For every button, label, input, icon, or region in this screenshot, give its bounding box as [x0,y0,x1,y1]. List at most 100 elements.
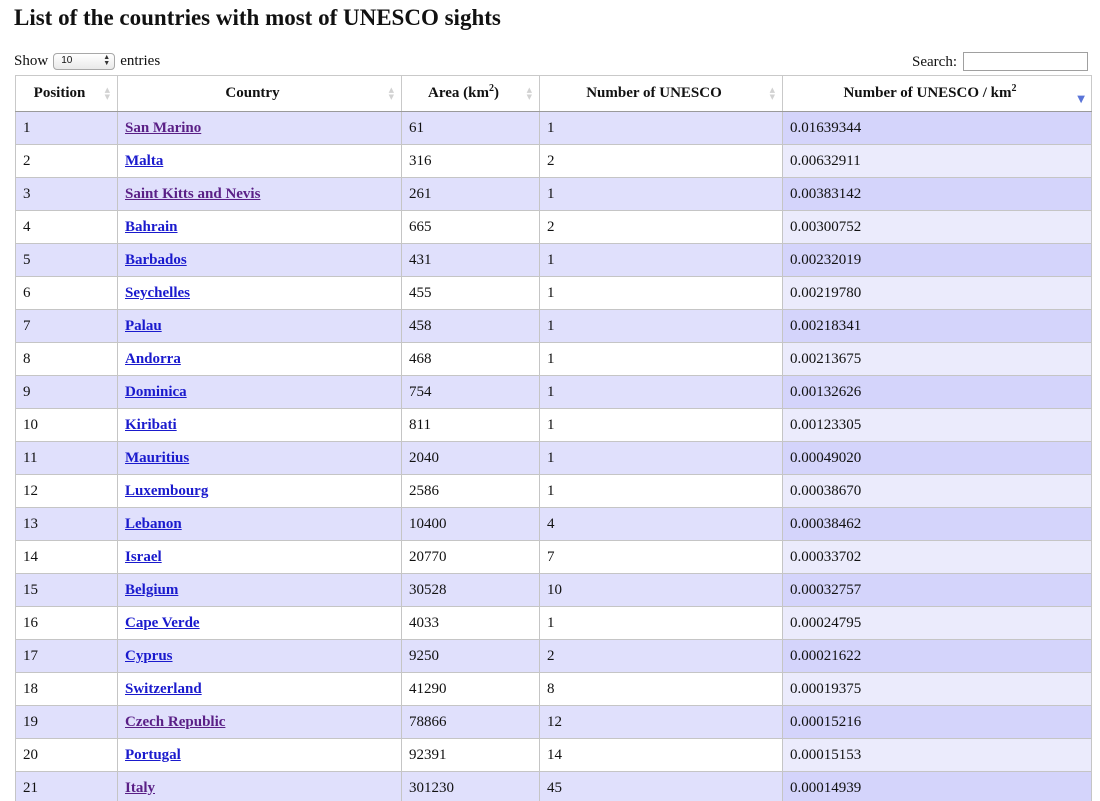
cell-unesco-count: 1 [539,441,783,475]
column-header-label: Number of UNESCO / km2 [843,83,1017,102]
cell-country: Cyprus [117,639,402,673]
table-row: 1 San Marino 61 1 0.01639344 [15,111,1092,145]
cell-unesco-density: 0.00213675 [782,342,1092,376]
country-link[interactable]: Luxembourg [125,482,209,499]
country-link[interactable]: Portugal [125,746,181,763]
table-body: 1 San Marino 61 1 0.01639344 2 Malta 316 2 0.0063… [15,111,1092,801]
sort-both-icon: ▲ ▼ [769,85,775,101]
show-label: Show [14,53,49,69]
country-link[interactable]: Czech Republic [125,713,226,730]
table-row: 18 Switzerland 41290 8 0.00019375 [15,672,1092,706]
search-input[interactable] [963,52,1088,71]
cell-unesco-count: 12 [539,705,783,739]
column-header-label: Country [225,85,280,101]
cell-position: 16 [15,606,118,640]
sort-both-icon: ▲ ▼ [526,85,532,101]
country-link[interactable]: Andorra [125,350,181,367]
column-header-area[interactable]: Area (km2) ▲ ▼ [401,75,540,112]
country-link[interactable]: Mauritius [125,449,190,466]
cell-unesco-density: 0.00218341 [782,309,1092,343]
cell-unesco-density: 0.00019375 [782,672,1092,706]
country-link[interactable]: Seychelles [125,284,190,301]
table-row: 20 Portugal 92391 14 0.00015153 [15,738,1092,772]
cell-area: 431 [401,243,540,277]
country-link[interactable]: Dominica [125,383,187,400]
cell-area: 665 [401,210,540,244]
country-link[interactable]: Italy [125,779,155,796]
cell-country: Luxembourg [117,474,402,508]
cell-unesco-count: 1 [539,243,783,277]
table-header-row: Position ▲ ▼ Country ▲ ▼ Area (km2) ▲ ▼ Num… [15,75,1092,112]
cell-unesco-density: 0.00015216 [782,705,1092,739]
column-header-unesco-density[interactable]: Number of UNESCO / km2 ▼ [782,75,1092,112]
cell-unesco-count: 2 [539,144,783,178]
cell-unesco-density: 0.00032757 [782,573,1092,607]
table-row: 11 Mauritius 2040 1 0.00049020 [15,441,1092,475]
cell-unesco-density: 0.00300752 [782,210,1092,244]
column-header-position[interactable]: Position ▲ ▼ [15,75,118,112]
cell-area: 2040 [401,441,540,475]
cell-unesco-density: 0.00219780 [782,276,1092,310]
entries-label: entries [120,53,161,69]
cell-position: 2 [15,144,118,178]
cell-country: Portugal [117,738,402,772]
cell-unesco-count: 1 [539,375,783,409]
column-header-unesco-count[interactable]: Number of UNESCO ▲ ▼ [539,75,783,112]
sort-both-icon: ▲ ▼ [104,85,110,101]
cell-unesco-count: 1 [539,408,783,442]
cell-unesco-count: 1 [539,276,783,310]
cell-unesco-density: 0.00033702 [782,540,1092,574]
cell-unesco-count: 45 [539,771,783,801]
country-link[interactable]: Barbados [125,251,187,268]
cell-position: 10 [15,408,118,442]
country-link[interactable]: Cape Verde [125,614,200,631]
country-link[interactable]: Lebanon [125,515,182,532]
cell-unesco-density: 0.00024795 [782,606,1092,640]
cell-country: Barbados [117,243,402,277]
cell-position: 14 [15,540,118,574]
cell-country: Switzerland [117,672,402,706]
cell-area: 301230 [401,771,540,801]
cell-unesco-density: 0.00021622 [782,639,1092,673]
cell-position: 5 [15,243,118,277]
cell-country: Dominica [117,375,402,409]
country-link[interactable]: Cyprus [125,647,173,664]
cell-country: Palau [117,309,402,343]
cell-unesco-count: 1 [539,111,783,145]
country-link[interactable]: Malta [125,152,164,169]
cell-unesco-density: 0.00014939 [782,771,1092,801]
cell-area: 41290 [401,672,540,706]
cell-position: 19 [15,705,118,739]
country-link[interactable]: Saint Kitts and Nevis [125,185,261,202]
table-row: 4 Bahrain 665 2 0.00300752 [15,210,1092,244]
table-row: 21 Italy 301230 45 0.00014939 [15,771,1092,801]
entries-select[interactable]: 10 ▲ ▼ [53,52,116,70]
cell-position: 12 [15,474,118,508]
table-row: 19 Czech Republic 78866 12 0.00015216 [15,705,1092,739]
cell-area: 20770 [401,540,540,574]
cell-area: 468 [401,342,540,376]
cell-country: Czech Republic [117,705,402,739]
cell-unesco-count: 10 [539,573,783,607]
column-header-country[interactable]: Country ▲ ▼ [117,75,402,112]
cell-country: Saint Kitts and Nevis [117,177,402,211]
cell-unesco-count: 4 [539,507,783,541]
country-link[interactable]: San Marino [125,119,202,136]
country-link[interactable]: Israel [125,548,162,565]
table-row: 2 Malta 316 2 0.00632911 [15,144,1092,178]
cell-unesco-count: 1 [539,474,783,508]
cell-country: Mauritius [117,441,402,475]
country-link[interactable]: Belgium [125,581,179,598]
country-link[interactable]: Bahrain [125,218,178,235]
country-link[interactable]: Switzerland [125,680,202,697]
country-link[interactable]: Kiribati [125,416,177,433]
cell-area: 458 [401,309,540,343]
cell-country: San Marino [117,111,402,145]
cell-area: 10400 [401,507,540,541]
country-link[interactable]: Palau [125,317,162,334]
table-row: 6 Seychelles 455 1 0.00219780 [15,276,1092,310]
cell-unesco-count: 8 [539,672,783,706]
cell-country: Belgium [117,573,402,607]
cell-unesco-count: 1 [539,606,783,640]
countries-table: Position ▲ ▼ Country ▲ ▼ Area (km2) ▲ ▼ Num… [15,75,1092,801]
